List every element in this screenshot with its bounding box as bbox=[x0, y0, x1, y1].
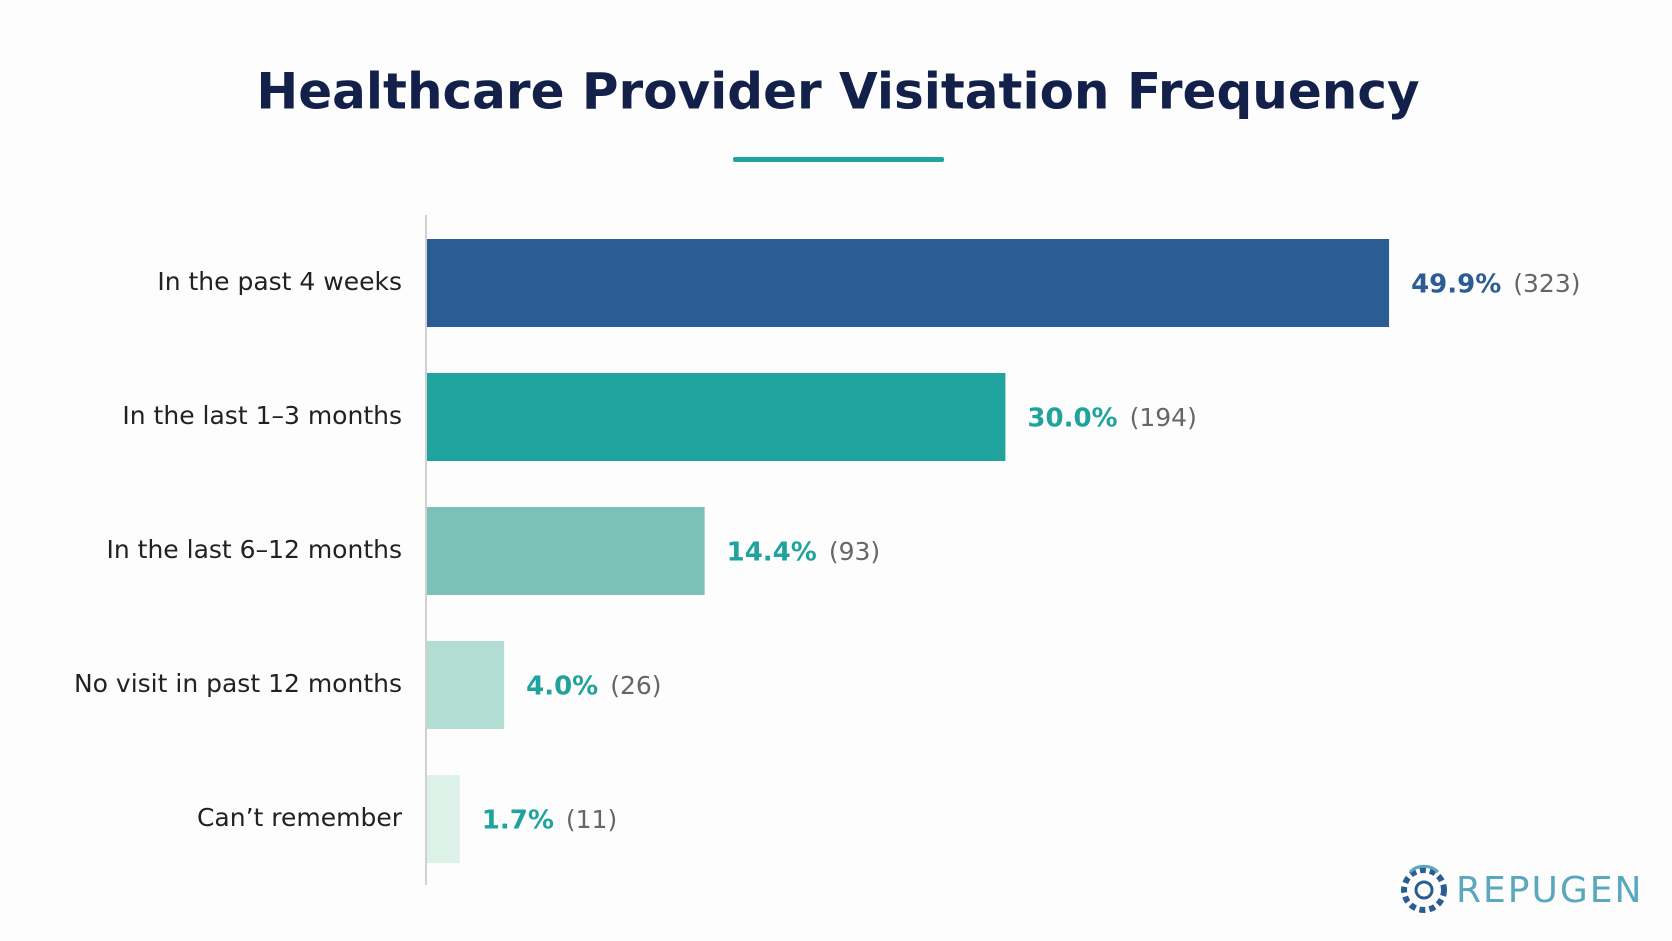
logo-icon bbox=[1414, 880, 1434, 900]
logo-text: REPUGEN bbox=[1456, 870, 1643, 911]
count-label: (93) bbox=[829, 537, 880, 566]
value-label: 49.9% bbox=[1411, 270, 1501, 300]
value-label: 1.7% bbox=[482, 806, 554, 836]
value-label: 4.0% bbox=[526, 672, 598, 702]
count-label: (26) bbox=[610, 671, 661, 700]
count-label: (323) bbox=[1513, 269, 1580, 298]
y-tick-label: In the last 6–12 months bbox=[106, 535, 402, 564]
count-label: (11) bbox=[566, 805, 617, 834]
count-label: (194) bbox=[1130, 403, 1197, 432]
value-label: 14.4% bbox=[727, 538, 817, 568]
bar bbox=[427, 239, 1390, 327]
logo: REPUGEN bbox=[1401, 864, 1643, 913]
logo-icon bbox=[1408, 864, 1440, 874]
y-tick-label: Can’t remember bbox=[197, 803, 403, 832]
title-underline bbox=[733, 157, 944, 162]
bar bbox=[427, 507, 705, 595]
chart-title: Healthcare Provider Visitation Frequency bbox=[256, 63, 1419, 121]
y-tick-label: In the past 4 weeks bbox=[157, 267, 402, 296]
bar bbox=[427, 373, 1006, 461]
y-tick-label: No visit in past 12 months bbox=[74, 669, 402, 698]
value-label: 30.0% bbox=[1027, 404, 1117, 434]
y-tick-label: In the last 1–3 months bbox=[122, 401, 402, 430]
bar bbox=[427, 641, 505, 729]
logo-icon bbox=[1401, 867, 1447, 913]
bar bbox=[427, 775, 460, 863]
